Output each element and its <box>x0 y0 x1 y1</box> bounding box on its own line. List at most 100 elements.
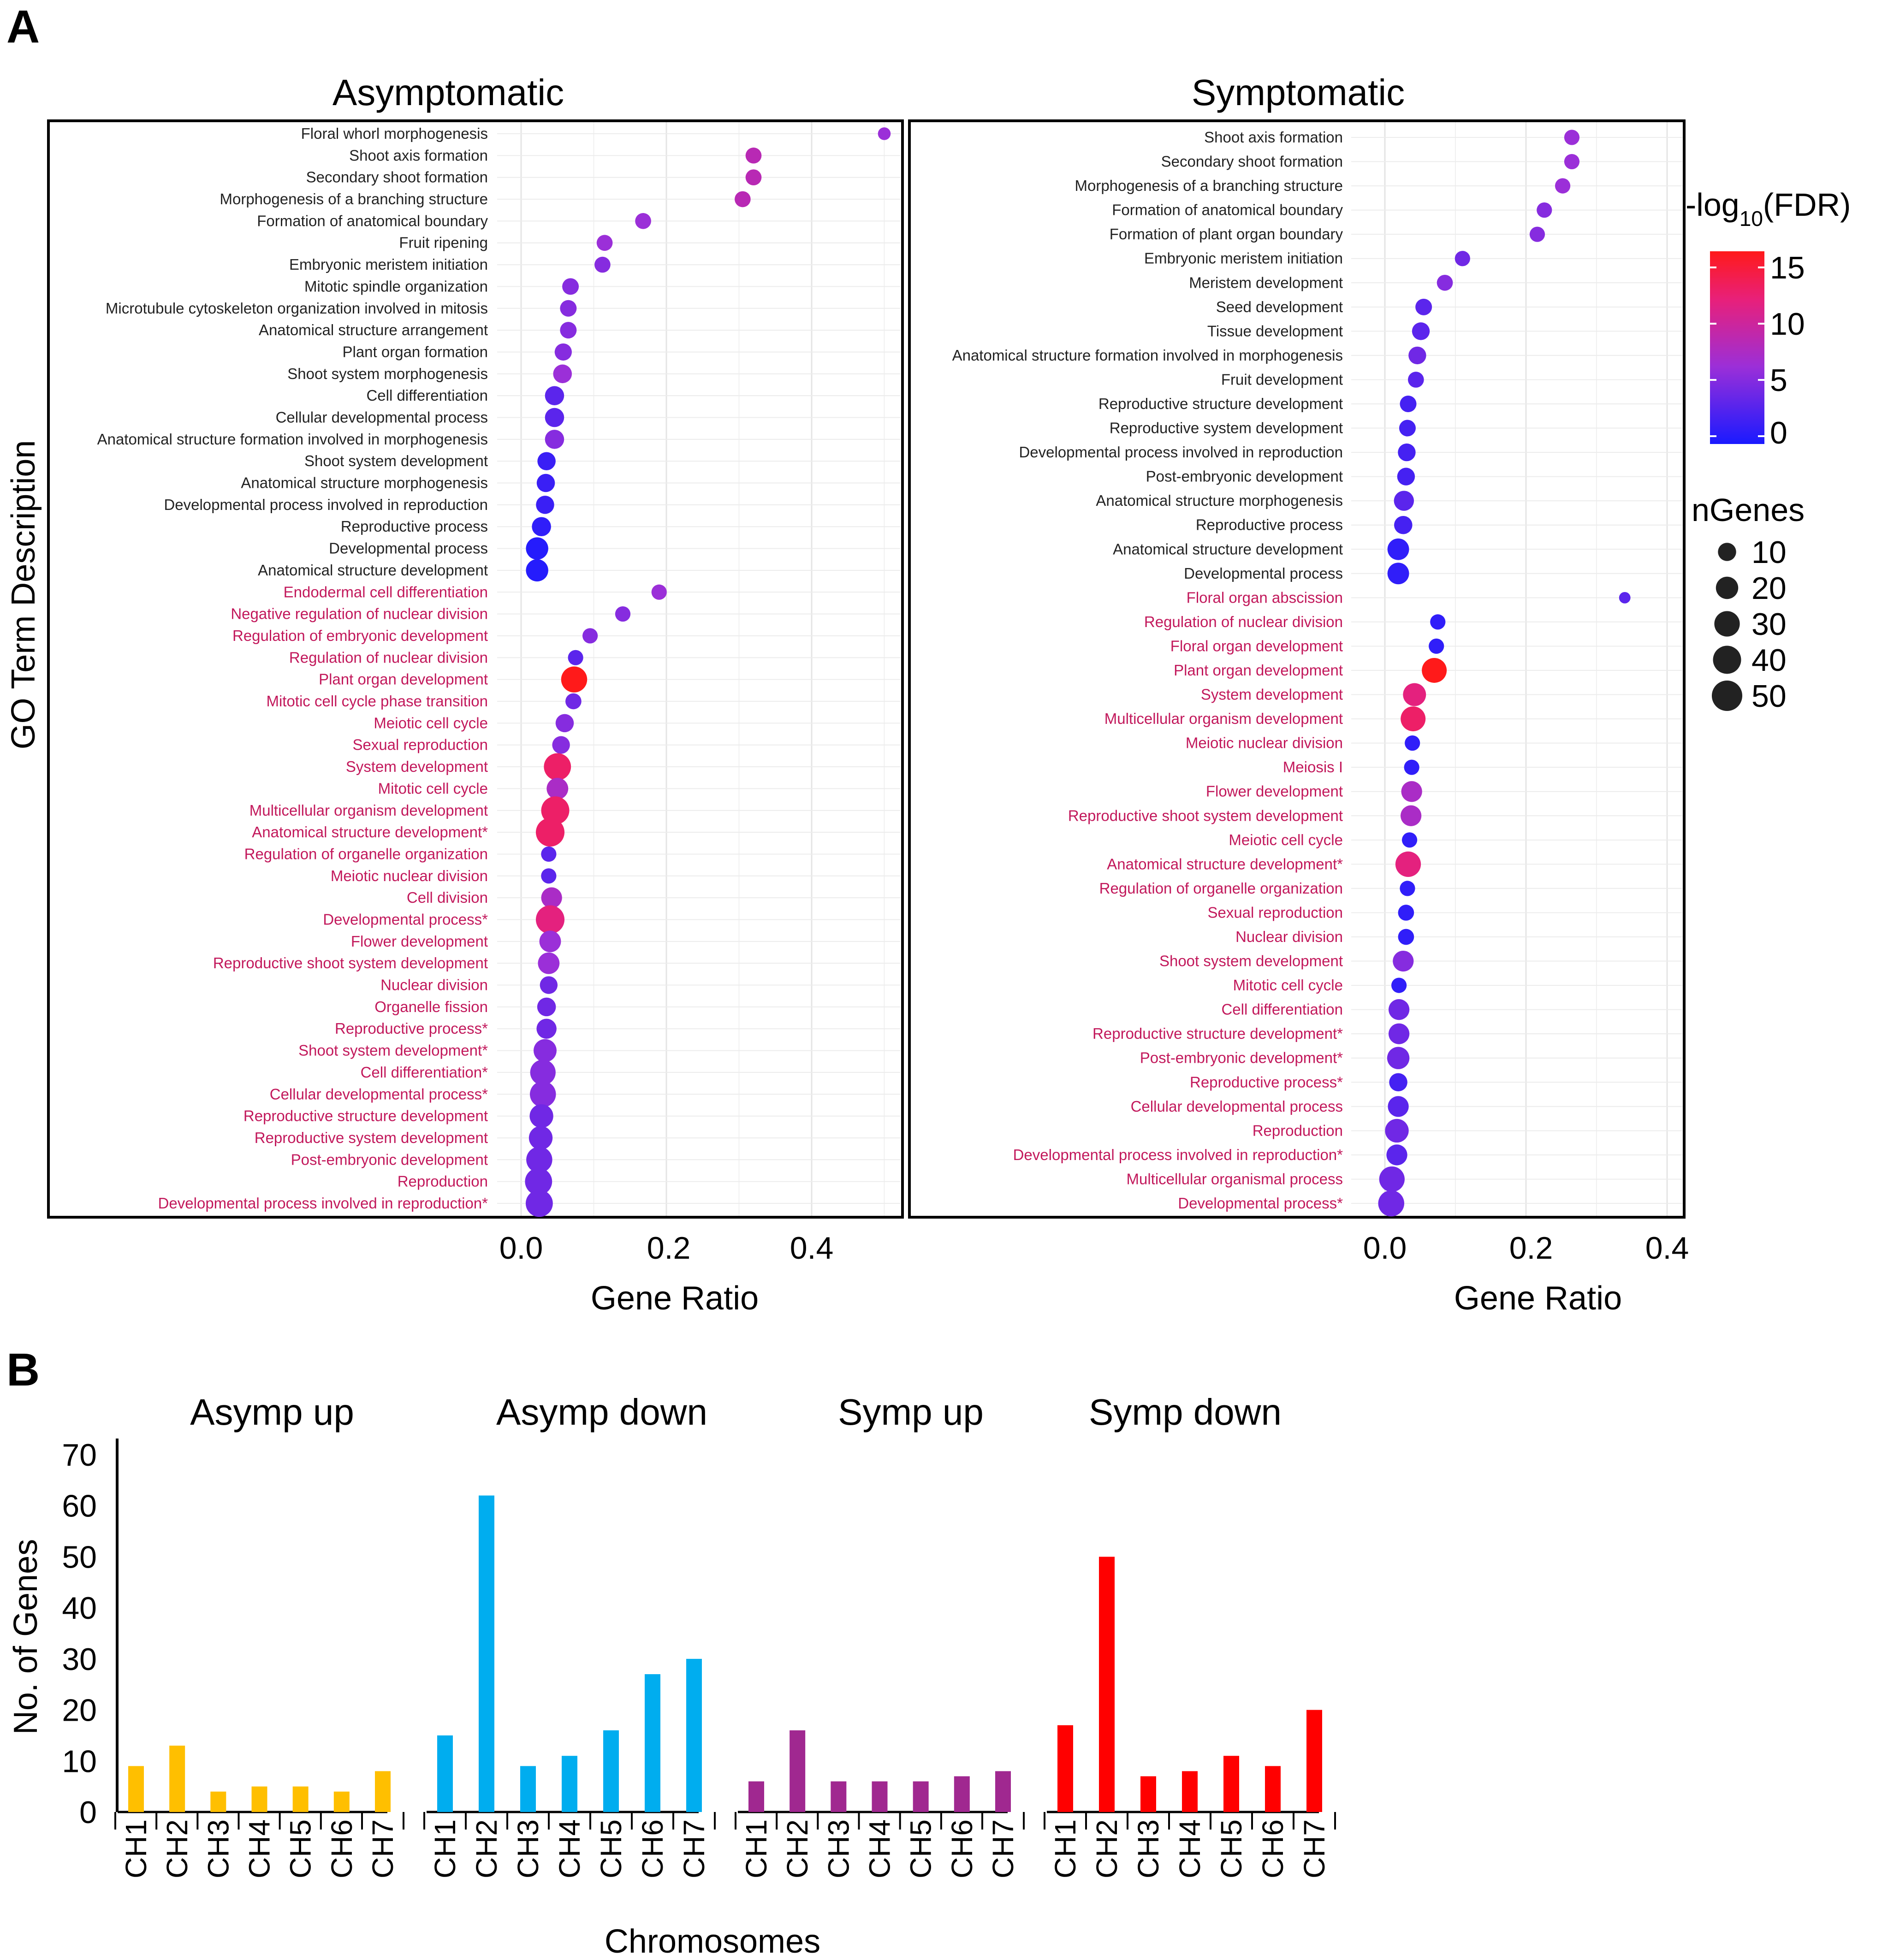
sym-term-label: Developmental process <box>1184 565 1343 582</box>
asym-term-label: Shoot system morphogenesis <box>287 365 488 382</box>
bar-x-label: CH6 <box>325 1819 358 1878</box>
asym-term-label: Mitotic cell cycle phase transition <box>266 693 488 710</box>
sym-term-dot <box>1455 251 1470 266</box>
sym-term-dot <box>1415 298 1432 315</box>
bar-xlabel: Chromosomes <box>605 1923 820 1960</box>
bar-ytick-label: 10 <box>62 1744 97 1779</box>
bar-x-label: CH7 <box>366 1819 399 1878</box>
ngenes-legend-dot <box>1711 680 1743 711</box>
bar <box>1223 1756 1239 1812</box>
sym-term-label: Flower development <box>1206 783 1343 800</box>
asym-xtick-2: 0.4 <box>790 1231 834 1266</box>
bar-x-label: CH4 <box>863 1819 897 1878</box>
asym-term-dot <box>537 452 556 470</box>
bar <box>790 1730 806 1812</box>
sym-term-dot <box>1407 372 1424 388</box>
asym-term-label: Fruit ripening <box>399 234 488 251</box>
sym-term-label: Reproduction <box>1253 1122 1343 1139</box>
sym-term-dot <box>1537 202 1552 218</box>
asym-term-dot <box>562 278 579 295</box>
panel-letter-a: A <box>6 1 40 53</box>
bar-x-label: CH2 <box>470 1819 503 1878</box>
asym-term-dot <box>545 408 564 427</box>
sym-term-label: Embryonic meristem initiation <box>1144 250 1343 267</box>
asym-term-dot <box>532 517 551 537</box>
asym-term-label: Mitotic spindle organization <box>304 278 488 295</box>
sym-xlabel: Gene Ratio <box>1454 1280 1622 1317</box>
sym-term-label: Formation of plant organ boundary <box>1110 225 1343 243</box>
sym-term-dot <box>1430 614 1446 630</box>
ngenes-legend-dot <box>1713 645 1741 674</box>
sym-term-dot <box>1393 950 1414 972</box>
asym-term-label: Organelle fission <box>374 998 488 1015</box>
fdr-legend-title: -log10(FDR) <box>1686 187 1851 231</box>
ngenes-legend-label: 50 <box>1751 679 1787 714</box>
sym-term-label: Reproductive process* <box>1190 1073 1343 1090</box>
sym-term-dot <box>1389 1073 1407 1092</box>
asym-term-label: Multicellular organism development <box>249 802 488 819</box>
asym-term-label: Shoot system development* <box>298 1042 488 1059</box>
fdr-tick-0: 0 <box>1770 415 1787 450</box>
sym-term-dot <box>1564 130 1580 145</box>
bar-x-label: CH5 <box>594 1819 628 1878</box>
asym-term-dot <box>555 714 574 733</box>
bar-ytick-label: 40 <box>62 1591 97 1626</box>
sym-term-label: Developmental process* <box>1178 1195 1343 1212</box>
asym-term-label: Embryonic meristem initiation <box>289 256 488 273</box>
sym-xtick-1: 0.2 <box>1509 1231 1553 1266</box>
bar <box>603 1730 619 1812</box>
fdr-colorbar <box>1710 251 1764 444</box>
bar-ytick-label: 70 <box>62 1438 97 1473</box>
sym-term-label: Regulation of organelle organization <box>1099 880 1343 897</box>
asym-term-dot <box>536 1018 557 1039</box>
bar-x-label: CH7 <box>986 1819 1020 1878</box>
asym-term-dot <box>561 666 588 693</box>
asym-term-dot <box>529 1104 553 1128</box>
bar-x-label: CH2 <box>160 1819 194 1878</box>
bar <box>479 1495 494 1812</box>
asym-xtick-0: 0.0 <box>499 1231 543 1266</box>
bar-x-label: CH4 <box>243 1819 276 1878</box>
sym-term-dot <box>1389 999 1410 1020</box>
asymptomatic-title: Asymptomatic <box>332 72 564 113</box>
sym-term-dot <box>1398 905 1414 921</box>
sym-term-label: Cell differentiation <box>1221 1001 1343 1018</box>
sym-term-label: Anatomical structure formation involved … <box>952 347 1343 364</box>
panel-letter-b: B <box>6 1344 40 1396</box>
asym-term-label: Developmental process* <box>323 911 488 928</box>
asym-term-dot <box>526 537 548 560</box>
asym-term-dot <box>545 386 564 405</box>
bar <box>1140 1776 1156 1812</box>
sym-term-label: Post-embryonic development* <box>1140 1049 1343 1066</box>
bar-x-label: CH5 <box>284 1819 317 1878</box>
sym-term-dot <box>1401 781 1422 802</box>
asym-term-label: Cell differentiation <box>366 387 488 404</box>
asym-term-dot <box>541 868 557 884</box>
sym-xtick-2: 0.4 <box>1645 1231 1689 1266</box>
bar <box>333 1791 350 1812</box>
ngenes-legend-dot <box>1718 543 1736 561</box>
asym-term-label: System development <box>346 758 488 775</box>
bar <box>686 1658 702 1812</box>
asym-term-label: Plant organ development <box>319 671 488 688</box>
asym-term-label: Developmental process involved in reprod… <box>158 1195 488 1212</box>
asym-term-label: Anatomical structure formation involved … <box>97 431 488 448</box>
bar-x-label: CH2 <box>1090 1819 1123 1878</box>
asym-term-dot <box>544 753 571 781</box>
asym-term-dot <box>594 256 611 273</box>
sym-term-dot <box>1398 443 1416 462</box>
sym-term-dot <box>1529 226 1545 242</box>
asym-term-dot <box>541 796 570 825</box>
bar <box>128 1766 144 1812</box>
symptomatic-title: Symptomatic <box>1192 72 1405 113</box>
ngenes-legend-label: 20 <box>1751 571 1787 606</box>
bar-x-label: CH6 <box>945 1819 979 1878</box>
sym-term-dot <box>1391 977 1407 993</box>
bar-ytick-label: 20 <box>62 1693 97 1728</box>
bar <box>1306 1710 1322 1812</box>
asym-term-dot <box>596 235 613 251</box>
asym-term-dot <box>553 364 572 384</box>
bar <box>913 1781 929 1812</box>
asym-term-dot <box>541 846 557 862</box>
